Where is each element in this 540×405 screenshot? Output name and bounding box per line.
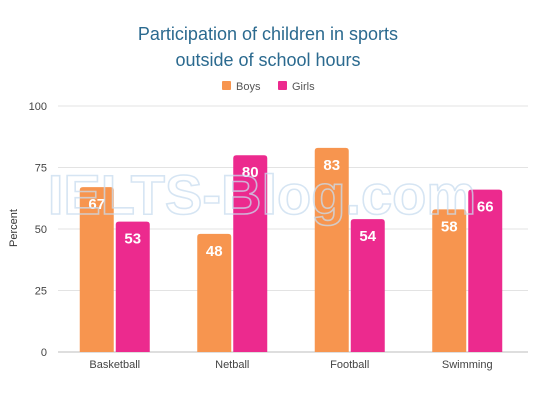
bars: 67 53 48 80 83 54 58 66 — [79, 147, 503, 352]
data-label-girls-football: 54 — [359, 228, 376, 245]
data-label-girls-netball: 80 — [242, 164, 259, 181]
y-tick-label-100: 100 — [29, 101, 47, 113]
data-label-girls-swimming: 66 — [477, 199, 494, 216]
bar-girls-football — [350, 219, 385, 352]
legend-swatch-girls — [278, 81, 287, 90]
bar-girls-swimming — [468, 189, 503, 352]
data-label-boys-swimming: 58 — [441, 218, 458, 235]
data-label-boys-football: 83 — [323, 157, 340, 174]
x-tick-label-football: Football — [330, 359, 369, 371]
data-label-boys-basketball: 67 — [88, 196, 105, 213]
chart-title-line-1: Participation of children in sports — [138, 24, 398, 44]
data-label-boys-netball: 48 — [206, 243, 223, 260]
bar-boys-basketball — [79, 187, 114, 352]
x-tick-label-basketball: Basketball — [89, 359, 140, 371]
y-axis-label: Percent — [8, 209, 20, 247]
y-tick-label-25: 25 — [35, 286, 47, 298]
legend: Boys Girls — [222, 81, 315, 93]
chart-title-line-2: outside of school hours — [175, 50, 360, 70]
y-tick-label-75: 75 — [35, 163, 47, 175]
legend-label-boys: Boys — [236, 81, 261, 93]
y-tick-label-50: 50 — [35, 224, 47, 236]
y-tick-label-0: 0 — [41, 347, 47, 359]
bar-boys-netball — [197, 233, 232, 352]
data-label-girls-basketball: 53 — [124, 231, 141, 248]
x-tick-label-swimming: Swimming — [442, 359, 493, 371]
legend-label-girls: Girls — [292, 81, 315, 93]
x-tick-labels: Basketball Netball Football Swimming — [89, 359, 492, 371]
bar-girls-basketball — [115, 221, 150, 352]
bar-girls-netball — [233, 155, 268, 352]
watermark: IELTS-Blog.com — [48, 163, 476, 226]
bar-boys-football — [314, 147, 349, 352]
x-tick-label-netball: Netball — [215, 359, 249, 371]
bar-boys-swimming — [432, 209, 467, 352]
legend-swatch-boys — [222, 81, 231, 90]
